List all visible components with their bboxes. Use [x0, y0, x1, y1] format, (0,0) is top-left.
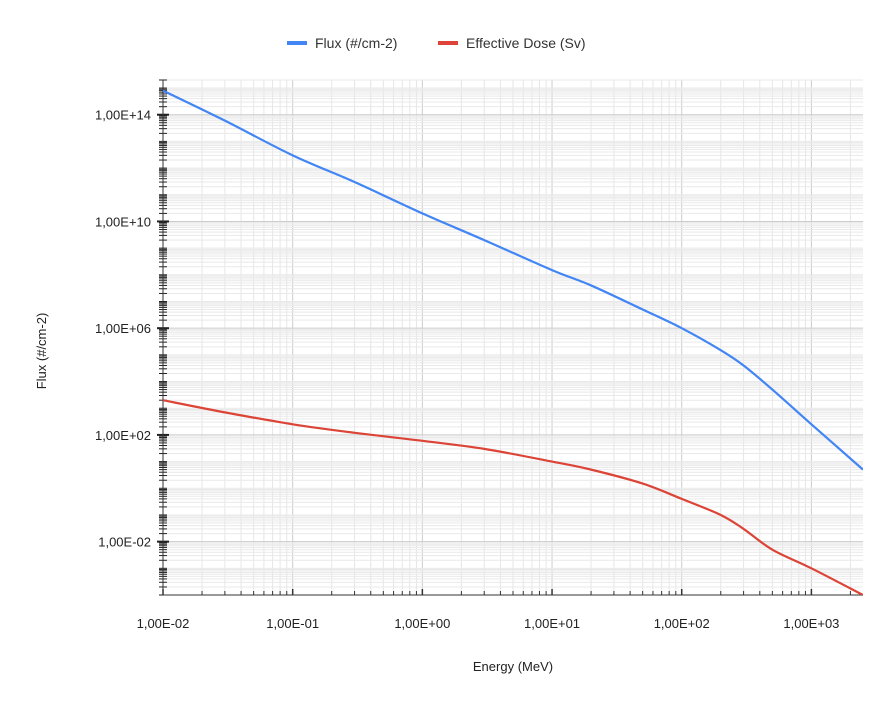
legend: Flux (#/cm-2) Effective Dose (Sv) [287, 35, 586, 51]
grid [162, 79, 863, 596]
legend-label-flux: Flux (#/cm-2) [315, 35, 397, 51]
x-tick-labels: 1,00E-02 1,00E-01 1,00E+00 1,00E+01 1,00E+02… [137, 616, 840, 631]
y-tick-label: 1,00E+14 [95, 108, 151, 123]
y-tick-labels: 1,00E-02 1,00E+02 1,00E+06 1,00E+10 1,00E+14 [95, 108, 151, 550]
x-tick-label: 1,00E+02 [654, 616, 710, 631]
x-tick-label: 1,00E-02 [137, 616, 190, 631]
y-tick-label: 1,00E+02 [95, 428, 151, 443]
x-tick-label: 1,00E+00 [394, 616, 450, 631]
y-tick-label: 1,00E+10 [95, 214, 151, 229]
x-tick-label: 1,00E+03 [783, 616, 839, 631]
series-line-effective-dose [163, 399, 863, 595]
y-axis-title: Flux (#/cm-2) [34, 313, 49, 390]
x-axis-title: Energy (MeV) [473, 659, 553, 674]
series-lines [163, 89, 863, 595]
series-line-flux [163, 89, 863, 471]
legend-label-effective-dose: Effective Dose (Sv) [466, 35, 586, 51]
x-tick-label: 1,00E+01 [524, 616, 580, 631]
x-tick-label: 1,00E-01 [266, 616, 319, 631]
y-tick-label: 1,00E-02 [98, 535, 151, 550]
y-tick-label: 1,00E+06 [95, 321, 151, 336]
